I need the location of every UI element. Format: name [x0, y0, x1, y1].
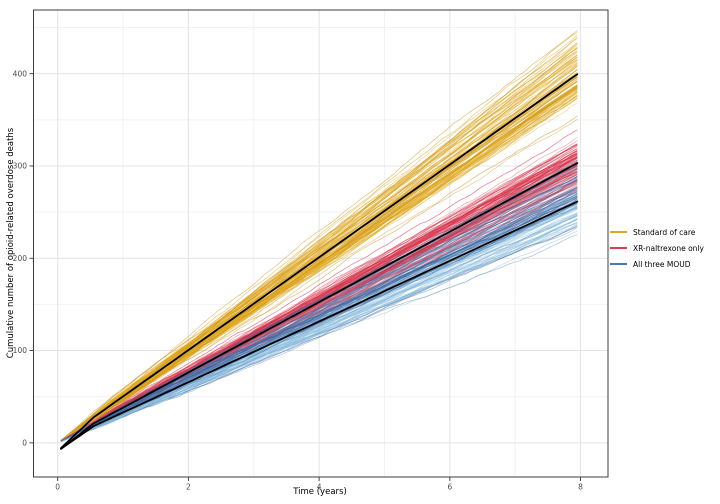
- y-axis-title: Cumulative number of opioid-related over…: [6, 127, 16, 359]
- sim-line-standard-of-care: [60, 95, 578, 441]
- legend-key-xr-naltrexone-only: [610, 247, 627, 249]
- sim-line-standard-of-care: [60, 36, 578, 441]
- sim-line-standard-of-care: [60, 91, 578, 441]
- sim-line-xr-naltrexone-only: [60, 129, 578, 442]
- sim-line-all-three-moud: [60, 195, 578, 442]
- legend: Standard of care XR-naltrexone only All …: [610, 224, 704, 272]
- mean-line-all-three-moud: [60, 200, 579, 450]
- legend-key-all-three-moud: [610, 263, 627, 265]
- legend-row-xr-naltrexone-only: XR-naltrexone only: [610, 240, 704, 256]
- x-tick-label: 2: [186, 483, 191, 492]
- sim-line-standard-of-care: [60, 38, 578, 441]
- x-tick-label: 6: [447, 483, 452, 492]
- sim-line-all-three-moud: [60, 177, 578, 442]
- legend-label-standard-of-care: Standard of care: [633, 227, 696, 237]
- sim-line-standard-of-care: [60, 32, 578, 441]
- sim-line-all-three-moud: [60, 218, 578, 442]
- y-tick-label: 200: [13, 254, 28, 263]
- sim-line-standard-of-care: [60, 85, 578, 441]
- sim-line-standard-of-care: [60, 92, 578, 441]
- legend-key-standard-of-care: [610, 231, 627, 233]
- sim-line-standard-of-care: [60, 78, 578, 441]
- sim-line-standard-of-care: [60, 34, 578, 441]
- y-tick-label: 100: [13, 346, 28, 355]
- sim-line-all-three-moud: [60, 203, 578, 442]
- y-tick-label: 300: [13, 162, 28, 171]
- sim-line-all-three-moud: [60, 212, 578, 442]
- panel-border: [33, 9, 609, 478]
- sim-line-standard-of-care: [60, 54, 578, 441]
- mean-line-xr-naltrexone-only: [60, 162, 579, 450]
- mean-line-standard-of-care: [60, 73, 579, 449]
- x-tick-label: 0: [55, 483, 60, 492]
- legend-row-standard-of-care: Standard of care: [610, 224, 704, 240]
- y-tick-label: 0: [22, 438, 27, 447]
- sim-line-all-three-moud: [60, 193, 578, 442]
- sim-line-all-three-moud: [60, 217, 578, 442]
- sim-line-standard-of-care: [60, 50, 578, 441]
- sim-line-standard-of-care: [60, 51, 578, 441]
- y-tick-label: 400: [13, 69, 28, 78]
- sim-line-xr-naltrexone-only: [60, 140, 578, 442]
- x-tick-label: 4: [317, 483, 322, 492]
- sim-line-all-three-moud: [60, 175, 578, 442]
- legend-label-xr-naltrexone-only: XR-naltrexone only: [633, 243, 704, 253]
- x-axis-title: Time (years): [293, 487, 347, 497]
- legend-label-all-three-moud: All three MOUD: [633, 259, 691, 269]
- x-tick-label: 8: [578, 483, 583, 492]
- sim-line-standard-of-care: [60, 47, 578, 441]
- sim-line-all-three-moud: [60, 234, 578, 442]
- legend-row-all-three-moud: All three MOUD: [610, 256, 704, 272]
